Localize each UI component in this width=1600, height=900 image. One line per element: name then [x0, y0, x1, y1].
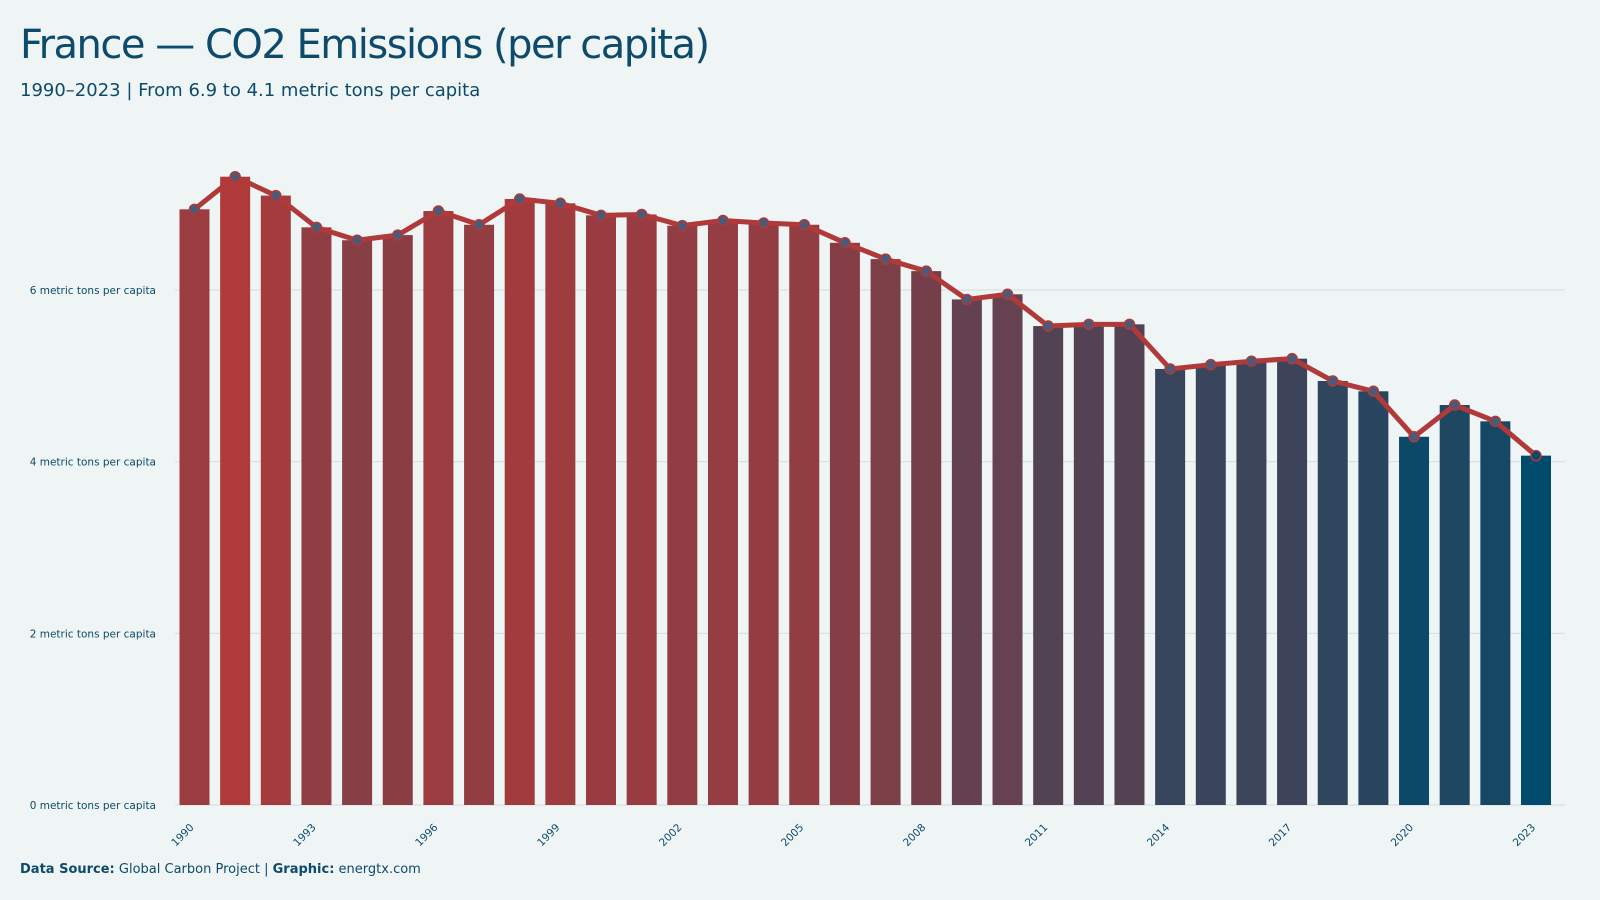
- marker-2006: [839, 237, 851, 249]
- bar-1997: [464, 224, 495, 805]
- bar-2014: [1155, 368, 1186, 805]
- bar-1995: [382, 235, 413, 806]
- bar-2003: [707, 220, 738, 806]
- bar-2005: [789, 224, 820, 805]
- marker-2019: [1367, 385, 1380, 398]
- graphic-value: energtx.com: [338, 862, 421, 877]
- marker-1998: [513, 193, 526, 205]
- bar-2001: [626, 214, 657, 805]
- bar-2010: [992, 294, 1023, 805]
- marker-2010: [1001, 288, 1014, 301]
- marker-2011: [1042, 320, 1054, 332]
- bar-2019: [1358, 391, 1389, 805]
- bar-2000: [586, 215, 617, 805]
- marker-1993: [310, 221, 323, 234]
- bar-2012: [1073, 324, 1104, 805]
- bar-2021: [1439, 405, 1470, 805]
- x-tick-label: 2017: [1267, 822, 1294, 849]
- bar-1996: [423, 211, 454, 806]
- marker-2021: [1448, 399, 1461, 411]
- bar-2023: [1521, 455, 1551, 805]
- bar-2020: [1399, 436, 1430, 805]
- bar-2004: [748, 223, 779, 806]
- marker-2018: [1326, 375, 1339, 387]
- x-tick-label: 1990: [169, 822, 196, 849]
- graphic-label: Graphic:: [272, 862, 335, 877]
- bar-2013: [1114, 324, 1145, 805]
- bar-2022: [1480, 421, 1511, 805]
- y-tick-label: 4 metric tons per capita: [30, 457, 156, 469]
- marker-2005: [798, 219, 811, 231]
- bar-2006: [829, 242, 860, 805]
- bar-1999: [545, 203, 576, 805]
- footer: Data Source: Global Carbon Project | Gra…: [20, 862, 421, 877]
- marker-2004: [757, 217, 770, 229]
- x-tick-label: 2002: [657, 822, 684, 849]
- y-tick-label: 0 metric tons per capita: [30, 800, 156, 812]
- bar-2017: [1277, 358, 1308, 805]
- marker-1999: [554, 197, 567, 210]
- marker-2013: [1123, 318, 1136, 331]
- bar-2009: [951, 299, 982, 805]
- bar-1990: [179, 209, 210, 806]
- bar-2015: [1195, 364, 1226, 805]
- marker-2016: [1245, 355, 1258, 367]
- source-value: Global Carbon Project: [118, 862, 260, 877]
- y-tick-label: 6 metric tons per capita: [30, 285, 156, 297]
- line-series: [192, 174, 1539, 459]
- marker-1992: [270, 189, 282, 202]
- x-tick-label: 2005: [779, 822, 806, 849]
- line-markers: [188, 170, 1542, 462]
- bar-1991: [220, 176, 251, 805]
- marker-2023: [1530, 449, 1542, 462]
- x-tick-label: 2008: [901, 822, 928, 849]
- marker-2008: [920, 265, 932, 277]
- marker-1991: [229, 170, 241, 183]
- marker-1994: [351, 234, 363, 246]
- marker-1996: [432, 205, 445, 217]
- marker-2014: [1164, 363, 1176, 375]
- marker-2015: [1205, 358, 1217, 371]
- marker-2022: [1489, 415, 1502, 428]
- bar-1992: [260, 195, 291, 806]
- bar-series: [179, 176, 1551, 806]
- bar-2002: [667, 225, 698, 805]
- x-tick-label: 2014: [1145, 821, 1173, 849]
- x-tick-label: 1999: [535, 822, 562, 849]
- bar-1993: [301, 227, 332, 805]
- y-tick-label: 2 metric tons per capita: [30, 628, 156, 640]
- y-axis-ticks: 0 metric tons per capita 2 metric tons pe…: [30, 285, 156, 812]
- chart-subtitle: 1990–2023 | From 6.9 to 4.1 metric tons …: [20, 80, 481, 101]
- x-tick-label: 1996: [413, 821, 441, 849]
- bar-1994: [342, 240, 373, 805]
- bar-2011: [1033, 326, 1064, 805]
- marker-2001: [635, 208, 648, 221]
- marker-2003: [717, 214, 729, 227]
- source-label: Data Source:: [20, 862, 115, 877]
- bar-2016: [1236, 361, 1267, 805]
- x-tick-label: 1993: [291, 822, 318, 849]
- marker-2007: [879, 253, 892, 265]
- marker-1997: [473, 219, 485, 231]
- marker-2009: [961, 293, 973, 306]
- marker-2012: [1083, 318, 1095, 331]
- x-axis-ticks: 1990 1993 1996 1999 2002 2005 2008 2011 2014 2017…: [169, 821, 1538, 849]
- x-tick-label: 2020: [1389, 822, 1416, 849]
- x-tick-label: 2011: [1023, 822, 1050, 849]
- bar-2007: [870, 259, 901, 806]
- marker-1990: [188, 203, 201, 216]
- bar-2018: [1317, 380, 1348, 805]
- footer-separator: |: [264, 862, 269, 877]
- trend-line: [192, 174, 1539, 459]
- chart-title: France — CO2 Emissions (per capita): [20, 22, 710, 68]
- bar-2008: [911, 271, 942, 805]
- marker-2020: [1408, 431, 1420, 443]
- bar-1998: [504, 199, 535, 805]
- marker-2002: [676, 219, 689, 232]
- x-tick-label: 2023: [1511, 822, 1538, 849]
- marker-2017: [1286, 352, 1298, 365]
- marker-1995: [392, 229, 404, 241]
- marker-2000: [595, 209, 607, 222]
